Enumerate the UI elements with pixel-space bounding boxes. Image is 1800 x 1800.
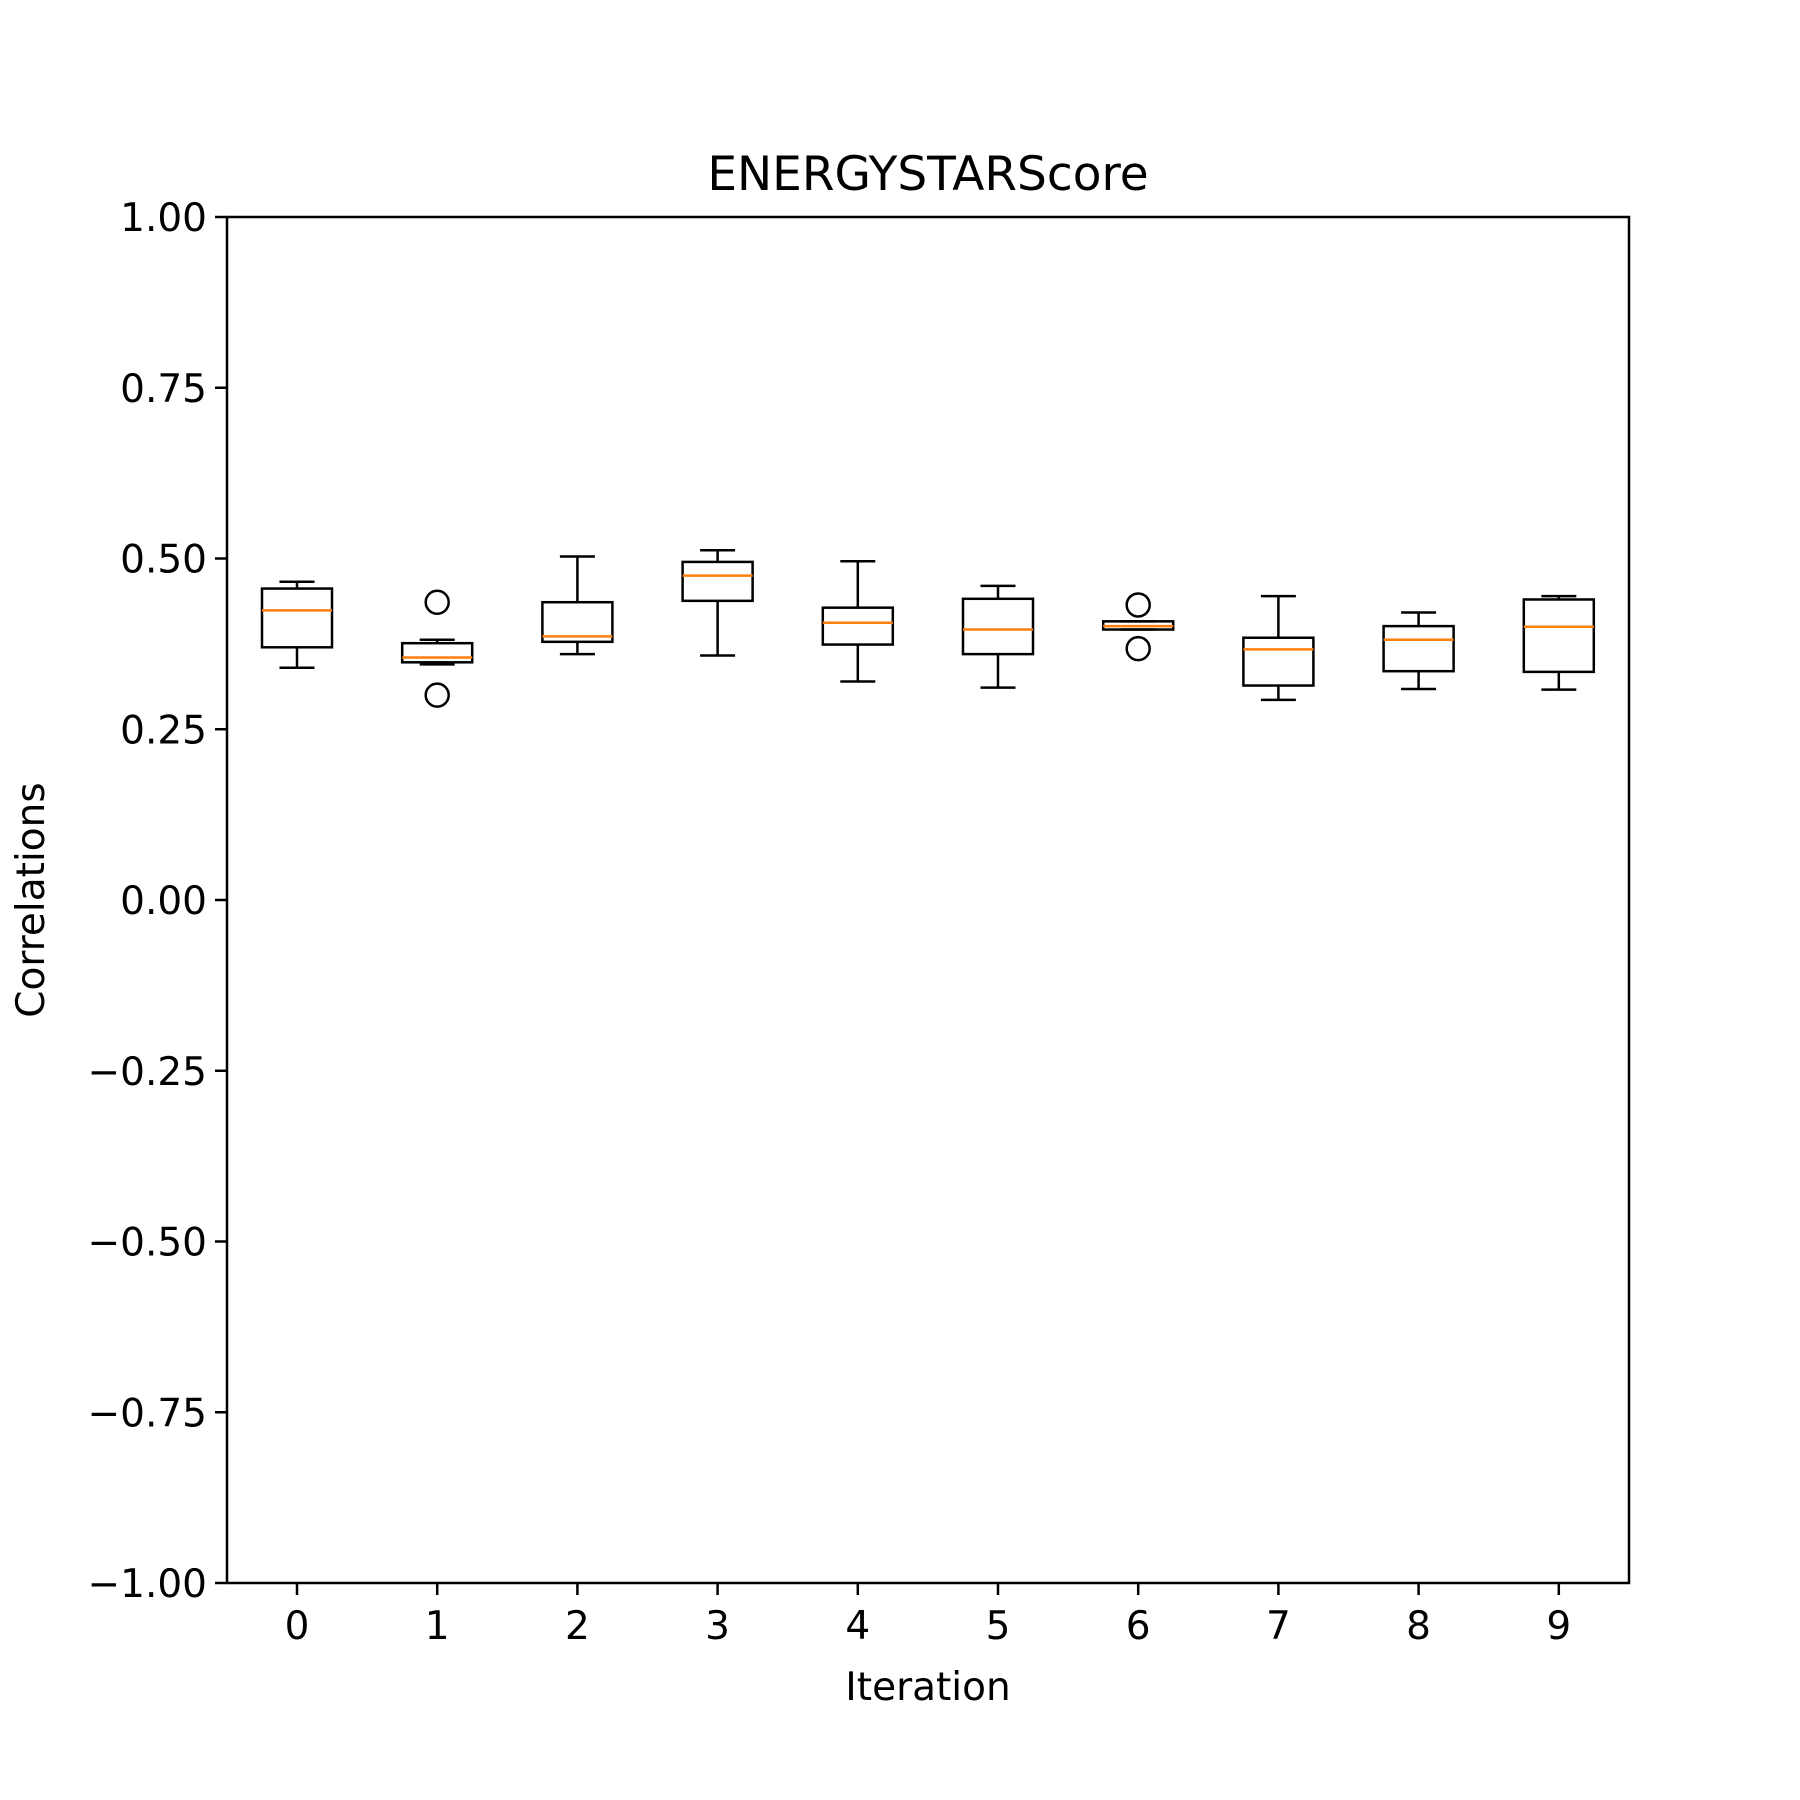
x-axis: 0 1 2 3 4 5 6 7 8 9 — [285, 1583, 1571, 1649]
y-tick-label: 0.25 — [120, 708, 207, 753]
x-tick-label: 8 — [1406, 1604, 1431, 1649]
iqr-box — [681, 560, 754, 603]
box-item-3 — [681, 549, 754, 657]
iqr-box — [1382, 624, 1455, 673]
y-tick-label: 0.75 — [120, 367, 207, 412]
iqr-box — [961, 597, 1035, 656]
y-tick-label: −0.75 — [87, 1391, 207, 1436]
y-tick-label: 0.00 — [120, 879, 207, 924]
outlier-point — [424, 589, 450, 615]
y-tick-label: −0.50 — [87, 1221, 207, 1266]
box-item-0 — [260, 580, 334, 670]
x-tick-label: 9 — [1546, 1604, 1571, 1649]
iqr-box — [821, 606, 895, 646]
iqr-box — [260, 587, 334, 649]
box-item-7 — [1242, 594, 1315, 702]
x-tick-label: 7 — [1266, 1604, 1291, 1649]
x-tick-label: 6 — [1126, 1604, 1151, 1649]
y-axis-label: Correlations — [9, 782, 54, 1017]
box-item-1 — [400, 589, 474, 708]
plot-frame — [225, 215, 1631, 1585]
y-tick-label: 0.50 — [120, 538, 207, 583]
y-tick-label: 1.00 — [120, 196, 207, 241]
x-tick-label: 4 — [845, 1604, 870, 1649]
y-tick-label: −1.00 — [87, 1562, 207, 1607]
x-tick-label: 3 — [705, 1604, 730, 1649]
x-tick-label: 1 — [425, 1604, 450, 1649]
box-item-2 — [541, 555, 614, 656]
outlier-point — [1125, 635, 1151, 662]
y-axis: −1.00 −0.75 −0.50 −0.25 0.00 0.25 0.50 0.75 1.00 — [87, 196, 227, 1607]
x-tick-label: 2 — [565, 1604, 590, 1649]
iqr-box — [1522, 598, 1596, 674]
outlier-point — [1125, 592, 1151, 618]
box-item-9 — [1522, 594, 1596, 691]
x-axis-label: Iteration — [845, 1665, 1010, 1710]
box-item-8 — [1382, 611, 1455, 691]
box-item-6 — [1101, 592, 1175, 662]
iqr-box — [400, 641, 474, 664]
outlier-point — [424, 682, 450, 708]
x-tick-label: 5 — [986, 1604, 1011, 1649]
y-tick-label: −0.25 — [87, 1050, 207, 1095]
iqr-box — [1242, 636, 1315, 687]
box-series — [260, 549, 1596, 708]
chart-title: ENERGYSTARScore — [707, 147, 1148, 202]
box-item-5 — [961, 584, 1035, 689]
x-tick-label: 0 — [285, 1604, 310, 1649]
box-item-4 — [821, 559, 895, 683]
iqr-box — [541, 600, 614, 644]
